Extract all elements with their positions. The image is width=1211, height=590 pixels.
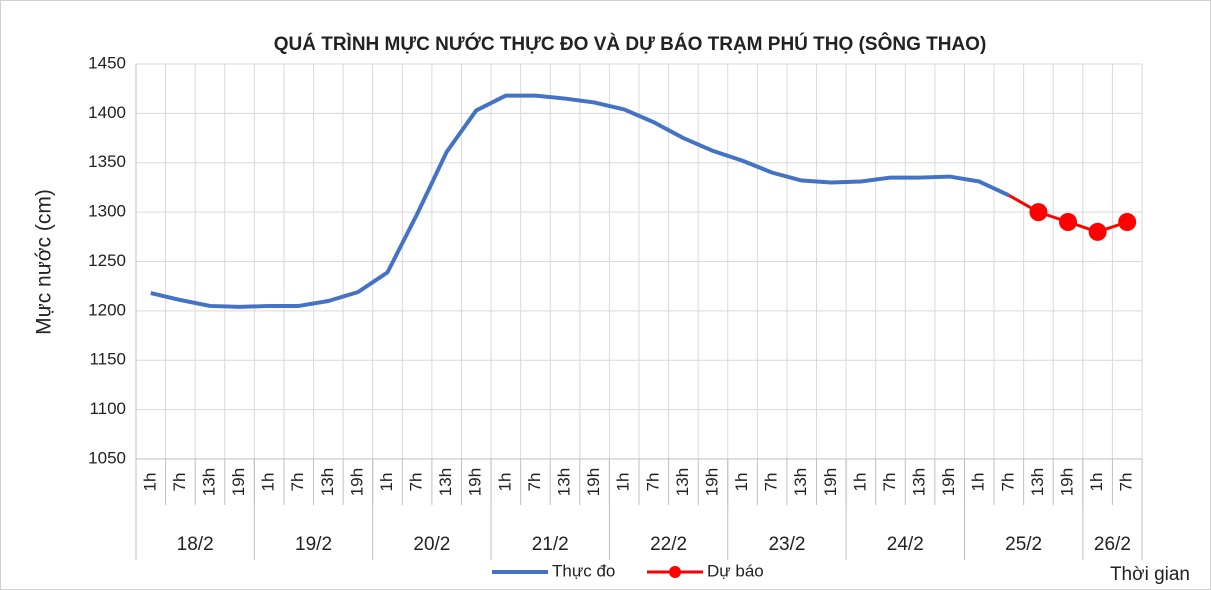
chart-title: QUÁ TRÌNH MỰC NƯỚC THỰC ĐO VÀ DỰ BÁO TRẠ… (274, 33, 987, 55)
x-tick-label: 1h (732, 473, 751, 492)
marker (1059, 213, 1078, 231)
x-tick-label: 19h (939, 468, 958, 496)
x-tick-label: 13h (1028, 468, 1047, 496)
y-axis-title: Mực nước (cm) (33, 189, 56, 335)
x-tick-label: 19h (702, 468, 721, 496)
x-tick-label: 19h (347, 468, 366, 496)
x-tick-label: 13h (199, 468, 218, 496)
x-tick-label: 1h (969, 473, 988, 492)
group-label: 23/2 (768, 534, 805, 555)
group-label: 25/2 (1005, 534, 1042, 555)
x-tick-label: 1h (377, 473, 396, 492)
y-tick-label: 1200 (88, 300, 126, 319)
x-tick-label: 19h (466, 468, 485, 496)
y-tick-label: 1250 (88, 251, 126, 270)
x-tick-label: 1h (140, 473, 159, 492)
y-tick-label: 1450 (88, 53, 126, 72)
y-tick-label: 1150 (89, 350, 126, 369)
group-label: 22/2 (650, 534, 687, 555)
x-tick-label: 1h (614, 473, 633, 492)
x-tick-label: 19h (229, 468, 248, 496)
group-label: 21/2 (532, 534, 569, 555)
y-tick-label: 1300 (88, 202, 126, 221)
x-tick-label: 13h (318, 468, 337, 496)
x-tick-label: 1h (495, 473, 514, 492)
y-tick-label: 1350 (88, 152, 126, 171)
y-tick-label: 1050 (88, 448, 126, 467)
legend-label: Thực đo (552, 561, 615, 580)
x-tick-label: 7h (407, 473, 426, 492)
x-tick-label: 1h (850, 473, 869, 492)
series-line (150, 93, 1010, 309)
x-tick-label: 7h (1117, 473, 1136, 492)
x-tick-label: 7h (525, 473, 544, 492)
group-label: 20/2 (413, 534, 450, 555)
x-tick-label: 7h (880, 473, 899, 492)
y-tick-label: 1400 (88, 103, 126, 122)
x-tick-label: 13h (555, 468, 574, 496)
x-tick-label: 19h (1058, 468, 1077, 496)
y-tick-label: 1100 (89, 399, 126, 418)
x-tick-label: 7h (288, 473, 307, 492)
x-tick-label: 1h (259, 473, 278, 492)
x-axis-title: Thời gian (1110, 564, 1190, 585)
group-label: 19/2 (295, 534, 332, 555)
x-tick-label: 13h (910, 468, 929, 496)
x-tick-label: 7h (762, 473, 781, 492)
x-tick-label: 7h (998, 473, 1017, 492)
x-tick-label: 1h (1087, 473, 1106, 492)
x-tick-label: 19h (821, 468, 840, 496)
x-tick-label: 19h (584, 468, 603, 496)
marker (1029, 203, 1048, 222)
x-tick-label: 13h (791, 468, 810, 496)
group-label: 24/2 (887, 534, 924, 555)
group-label: 18/2 (177, 534, 214, 555)
x-tick-label: 7h (170, 473, 189, 492)
x-tick-label: 13h (436, 468, 455, 496)
x-tick-label: 7h (643, 473, 662, 492)
group-label: 26/2 (1094, 534, 1131, 555)
marker (1088, 222, 1107, 241)
legend-label: Dự báo (707, 561, 764, 580)
legend-marker (669, 566, 681, 578)
marker (1118, 213, 1137, 231)
x-tick-label: 13h (673, 468, 692, 496)
